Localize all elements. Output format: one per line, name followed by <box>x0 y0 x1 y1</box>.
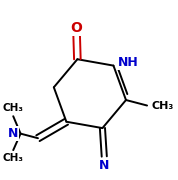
Text: CH₃: CH₃ <box>3 103 24 113</box>
Text: CH₃: CH₃ <box>152 100 174 111</box>
Text: CH₃: CH₃ <box>3 153 24 163</box>
Text: NH: NH <box>118 56 139 69</box>
Text: N: N <box>8 127 18 140</box>
Text: O: O <box>70 21 82 35</box>
Text: N: N <box>99 159 109 172</box>
